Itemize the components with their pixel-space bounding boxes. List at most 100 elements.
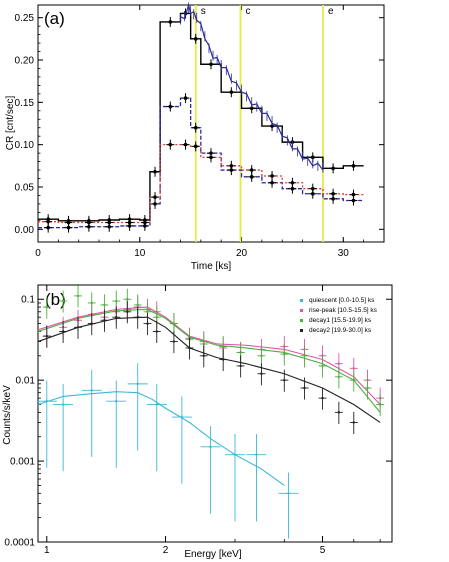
x-tick-label: 30: [338, 248, 350, 259]
data-point: [193, 37, 198, 41]
data-point: [115, 299, 118, 303]
data-point: [153, 202, 157, 206]
data-point: [61, 403, 65, 406]
data-point: [153, 169, 157, 174]
data-point: [143, 220, 147, 225]
legend-entry: quiescent [0.0-10.5] ks: [309, 297, 375, 304]
data-point: [66, 220, 71, 225]
data-point: [260, 372, 263, 375]
data-point: [249, 175, 254, 179]
model-curve: [37, 308, 381, 413]
data-point: [287, 492, 290, 495]
x-tick-label: 10: [134, 248, 146, 259]
data-point: [331, 191, 335, 196]
data-point: [239, 351, 242, 354]
data-point: [188, 346, 191, 350]
data-point: [321, 364, 324, 368]
data-point: [126, 298, 129, 301]
data-point: [193, 125, 198, 130]
y-tick-label: 0.1: [21, 295, 35, 306]
data-point: [283, 352, 286, 356]
data-point: [155, 330, 158, 333]
data-point: [331, 166, 335, 171]
legend-entry: decay1 [15.5-19.9] ks: [309, 317, 372, 324]
panel-a-frame: [37, 4, 385, 243]
data-point: [46, 225, 50, 230]
data-point: [90, 389, 93, 392]
legend-entry: decay2 [19.9-30.0] ks: [309, 327, 372, 334]
data-point: [233, 453, 237, 456]
data-point: [45, 399, 48, 403]
data-point: [270, 174, 274, 178]
data-point: [61, 299, 65, 303]
panel-b: (b) Energy [keV] Counts/s/keV 1 2 5 0.1 0.01…: [2, 284, 393, 560]
step-line: [38, 144, 364, 224]
data-point: [172, 322, 176, 325]
data-point: [180, 415, 184, 419]
legend-marker: [300, 319, 303, 322]
y-tick-label: 0.20: [15, 56, 35, 67]
data-point: [249, 106, 254, 111]
y-tick-label: 0.25: [15, 13, 35, 24]
data-point: [378, 403, 382, 406]
data-point: [45, 334, 48, 338]
phase-label: s: [201, 6, 206, 17]
data-point: [352, 421, 355, 424]
legend: quiescent [0.0-10.5] ks rise-peak [10.5-1…: [300, 297, 378, 334]
data-point: [310, 191, 315, 196]
data-point: [193, 144, 198, 149]
data-point: [290, 180, 295, 185]
data-point: [351, 192, 356, 197]
legend-marker: [300, 329, 303, 332]
data-point: [283, 378, 286, 382]
step-line: [38, 97, 364, 229]
panel-b-xlabel: Energy [keV]: [184, 549, 241, 560]
data-point: [155, 316, 158, 319]
data-point: [352, 378, 355, 382]
data-point: [126, 310, 129, 313]
x-tick-label: 20: [236, 248, 248, 259]
data-point: [172, 340, 176, 343]
y-tick-label: 0.15: [15, 98, 35, 109]
data-point: [61, 330, 65, 333]
model-curve: [37, 306, 381, 405]
data-point: [229, 164, 234, 168]
curve-noisy: [180, 2, 324, 171]
panel-a-ylabel: CR [cnt/sec]: [5, 96, 16, 151]
data-point: [153, 195, 157, 199]
data-point: [303, 354, 306, 358]
data-point: [127, 220, 132, 225]
data-point: [331, 197, 335, 201]
data-point: [221, 345, 225, 348]
data-point: [321, 396, 324, 400]
model-curve: [37, 391, 285, 486]
data-point: [136, 382, 139, 386]
data-point: [103, 319, 106, 322]
data-point: [352, 367, 355, 370]
y-tick-label: 0.0001: [4, 538, 35, 549]
legend-entry: rise-peak [10.5-15.5] ks: [309, 307, 378, 314]
data-point: [146, 322, 149, 325]
data-point: [351, 164, 356, 168]
data-point: [146, 310, 149, 313]
data-point: [337, 411, 341, 414]
data-point: [76, 294, 80, 298]
panel-b-label: (b): [45, 290, 66, 309]
step-line: [38, 12, 364, 222]
panel-b-frame: [37, 284, 393, 543]
data-point: [155, 403, 158, 406]
data-point: [90, 301, 93, 305]
y-tick-label: 0.00: [15, 225, 35, 236]
data-point: [239, 364, 242, 368]
data-point: [310, 155, 315, 160]
y-tick-label: 0.01: [16, 376, 36, 387]
data-point: [107, 220, 112, 225]
legend-marker: [300, 309, 303, 312]
data-point: [209, 155, 213, 160]
data-point: [46, 219, 50, 224]
data-point: [202, 342, 205, 346]
y-tick-label: 0.05: [15, 182, 35, 193]
panel-a-label: (a): [44, 9, 65, 28]
y-tick-label: 0.10: [15, 140, 35, 151]
data-point: [337, 362, 341, 365]
